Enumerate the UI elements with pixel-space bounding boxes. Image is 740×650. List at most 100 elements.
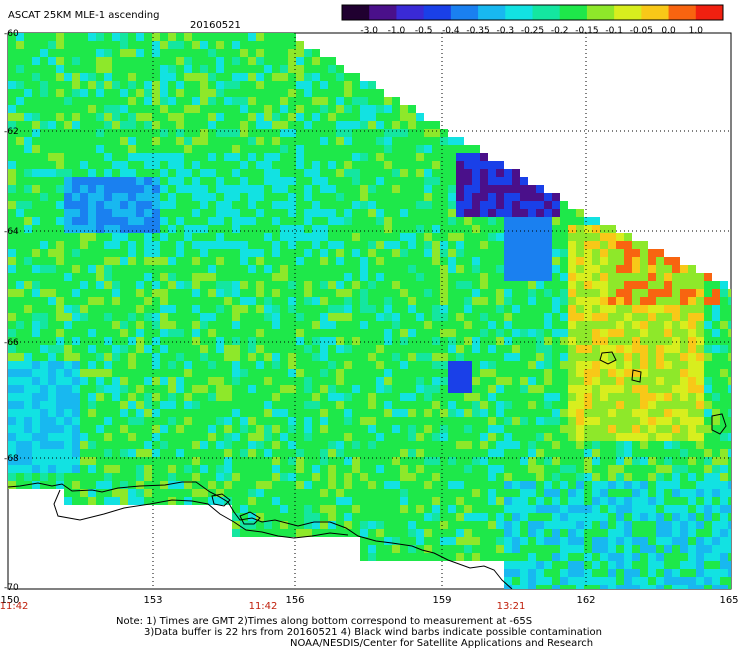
wind-cell xyxy=(536,457,544,465)
wind-cell xyxy=(624,345,632,353)
wind-cell xyxy=(544,217,552,225)
wind-cell xyxy=(552,425,560,433)
wind-cell xyxy=(432,449,440,457)
wind-cell xyxy=(424,449,432,457)
wind-cell xyxy=(464,361,472,369)
wind-cell xyxy=(296,513,304,521)
wind-cell xyxy=(176,209,184,217)
wind-cell xyxy=(8,153,16,161)
wind-cell xyxy=(216,441,224,449)
note-line-3: NOAA/NESDIS/Center for Satellite Applica… xyxy=(290,638,594,649)
wind-cell xyxy=(32,305,40,313)
wind-cell xyxy=(376,201,384,209)
wind-cell xyxy=(192,441,200,449)
wind-cell xyxy=(128,377,136,385)
wind-cell xyxy=(344,137,352,145)
wind-cell xyxy=(440,537,448,545)
wind-cell xyxy=(696,449,704,457)
wind-cell xyxy=(368,417,376,425)
colorbar-swatch xyxy=(478,5,506,20)
wind-cell xyxy=(576,257,584,265)
wind-cell xyxy=(24,313,32,321)
wind-cell xyxy=(568,281,576,289)
wind-cell xyxy=(192,225,200,233)
wind-cell xyxy=(464,281,472,289)
wind-cell xyxy=(352,249,360,257)
wind-cell xyxy=(64,241,72,249)
wind-cell xyxy=(112,337,120,345)
wind-cell xyxy=(584,489,592,497)
wind-cell xyxy=(288,249,296,257)
wind-cell xyxy=(544,409,552,417)
wind-cell xyxy=(368,153,376,161)
wind-cell xyxy=(592,433,600,441)
wind-cell xyxy=(528,297,536,305)
wind-cell xyxy=(624,569,632,577)
wind-cell xyxy=(320,161,328,169)
wind-cell xyxy=(256,241,264,249)
wind-cell xyxy=(248,449,256,457)
wind-cell xyxy=(552,377,560,385)
wind-cell xyxy=(56,305,64,313)
wind-cell xyxy=(64,497,72,505)
wind-cell xyxy=(552,353,560,361)
wind-cell xyxy=(512,241,520,249)
wind-cell xyxy=(32,81,40,89)
wind-cell xyxy=(224,329,232,337)
wind-cell xyxy=(336,137,344,145)
wind-cell xyxy=(504,329,512,337)
wind-cell xyxy=(400,313,408,321)
wind-cell xyxy=(248,361,256,369)
wind-cell xyxy=(608,505,616,513)
wind-cell xyxy=(40,57,48,65)
wind-cell xyxy=(680,537,688,545)
wind-cell xyxy=(64,121,72,129)
wind-cell xyxy=(328,129,336,137)
wind-cell xyxy=(312,417,320,425)
wind-cell xyxy=(592,257,600,265)
wind-cell xyxy=(136,393,144,401)
wind-cell xyxy=(40,473,48,481)
wind-cell xyxy=(216,265,224,273)
wind-cell xyxy=(400,545,408,553)
wind-cell xyxy=(592,385,600,393)
wind-cell xyxy=(120,425,128,433)
wind-cell xyxy=(360,297,368,305)
wind-cell xyxy=(256,273,264,281)
wind-cell xyxy=(360,265,368,273)
wind-cell xyxy=(408,305,416,313)
wind-cell xyxy=(120,49,128,57)
wind-cell xyxy=(64,177,72,185)
wind-cell xyxy=(224,385,232,393)
wind-cell xyxy=(416,529,424,537)
wind-cell xyxy=(520,553,528,561)
wind-cell xyxy=(632,529,640,537)
wind-cell xyxy=(432,505,440,513)
wind-cell xyxy=(232,265,240,273)
wind-cell xyxy=(208,65,216,73)
wind-cell xyxy=(600,385,608,393)
wind-cell xyxy=(152,121,160,129)
wind-cell xyxy=(88,457,96,465)
wind-cell xyxy=(544,489,552,497)
wind-cell xyxy=(280,145,288,153)
wind-cell xyxy=(464,369,472,377)
wind-cell xyxy=(352,409,360,417)
wind-cell xyxy=(376,409,384,417)
wind-cell xyxy=(224,337,232,345)
wind-cell xyxy=(328,513,336,521)
wind-cell xyxy=(488,505,496,513)
wind-cell xyxy=(696,585,704,589)
wind-cell xyxy=(360,305,368,313)
wind-cell xyxy=(640,401,648,409)
wind-cell xyxy=(264,321,272,329)
wind-cell xyxy=(128,241,136,249)
wind-cell xyxy=(680,561,688,569)
wind-cell xyxy=(512,401,520,409)
wind-cell xyxy=(280,137,288,145)
wind-cell xyxy=(416,137,424,145)
wind-cell xyxy=(248,257,256,265)
wind-cell xyxy=(528,481,536,489)
wind-cell xyxy=(192,73,200,81)
wind-cell xyxy=(288,441,296,449)
